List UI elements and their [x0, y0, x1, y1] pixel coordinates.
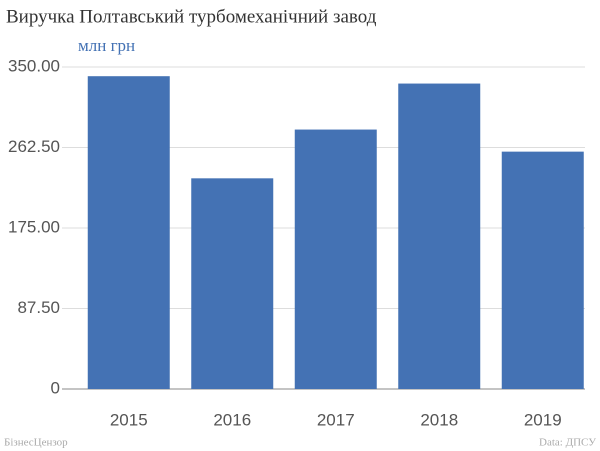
credit: БізнесЦензор	[4, 437, 68, 449]
x-tick-label: 2016	[213, 410, 251, 429]
bar	[87, 76, 170, 389]
x-tick-label: 2017	[317, 410, 355, 429]
x-tick-label: 2018	[420, 410, 458, 429]
x-tick-label: 2015	[110, 410, 148, 429]
bar	[398, 83, 481, 389]
bar	[501, 151, 584, 389]
bar	[294, 129, 377, 389]
bar	[191, 178, 274, 389]
chart-title: Виручка Полтавський турбомеханічний заво…	[6, 6, 377, 27]
y-tick-label: 87.50	[17, 298, 60, 317]
y-tick-label: 262.50	[8, 137, 60, 156]
y-tick-label: 175.00	[8, 217, 60, 236]
y-tick-label: 350.00	[8, 56, 60, 75]
x-tick-label: 2019	[524, 410, 562, 429]
source: Data: ДПСУ	[539, 437, 596, 449]
chart-subtitle: млн грн	[78, 36, 135, 55]
y-tick-label: 0	[51, 378, 60, 397]
